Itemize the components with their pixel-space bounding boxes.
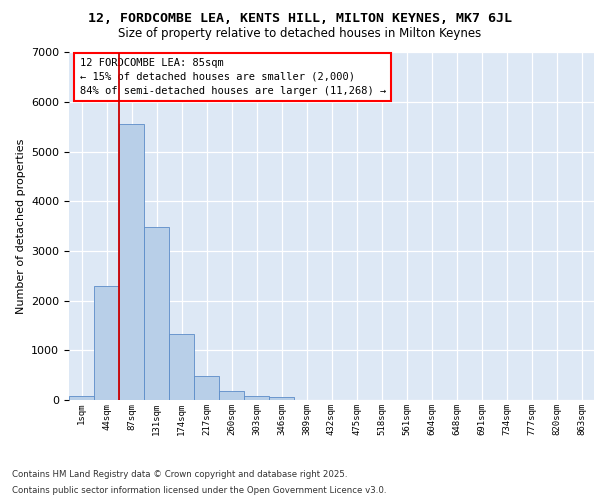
Text: Contains public sector information licensed under the Open Government Licence v3: Contains public sector information licen… bbox=[12, 486, 386, 495]
Bar bbox=[69, 396, 94, 400]
Text: Size of property relative to detached houses in Milton Keynes: Size of property relative to detached ho… bbox=[118, 28, 482, 40]
Text: 12, FORDCOMBE LEA, KENTS HILL, MILTON KEYNES, MK7 6JL: 12, FORDCOMBE LEA, KENTS HILL, MILTON KE… bbox=[88, 12, 512, 26]
Bar bbox=[244, 396, 269, 400]
Bar bbox=[144, 227, 169, 400]
Bar bbox=[169, 334, 194, 400]
Bar bbox=[219, 390, 244, 400]
Text: 12 FORDCOMBE LEA: 85sqm
← 15% of detached houses are smaller (2,000)
84% of semi: 12 FORDCOMBE LEA: 85sqm ← 15% of detache… bbox=[79, 58, 386, 96]
Bar bbox=[119, 124, 144, 400]
Bar bbox=[94, 286, 119, 400]
Bar bbox=[269, 398, 294, 400]
Bar bbox=[194, 376, 219, 400]
Text: Contains HM Land Registry data © Crown copyright and database right 2025.: Contains HM Land Registry data © Crown c… bbox=[12, 470, 347, 479]
Y-axis label: Number of detached properties: Number of detached properties bbox=[16, 138, 26, 314]
